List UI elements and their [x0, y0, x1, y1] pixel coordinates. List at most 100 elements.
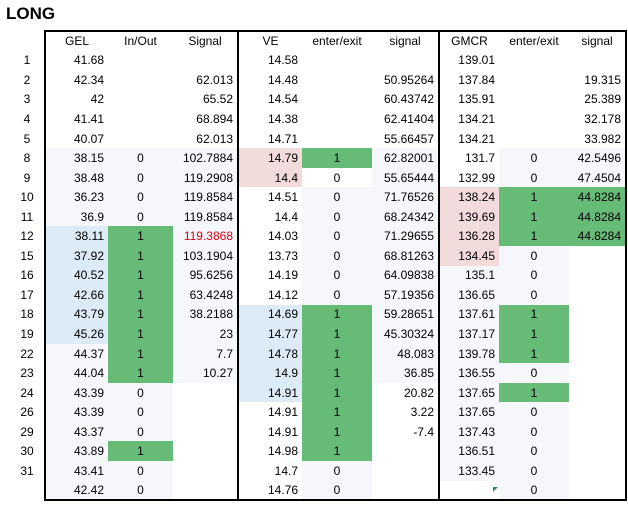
gel-signal-cell[interactable]: 38.2188: [173, 304, 238, 325]
ve-enter-exit-cell[interactable]: 0: [302, 246, 372, 266]
gel-in-out-cell[interactable]: 1: [108, 226, 173, 247]
row-header[interactable]: 19: [20, 326, 34, 341]
row-header[interactable]: 8: [23, 151, 31, 166]
ve-enter-exit-cell[interactable]: 0: [302, 226, 372, 247]
gel-price-cell[interactable]: 41.41: [44, 109, 108, 129]
ve-signal-cell[interactable]: 62.41404: [383, 111, 434, 126]
ve-price-cell[interactable]: 14.58: [237, 50, 302, 71]
gel-price-cell[interactable]: 43.37: [44, 421, 108, 442]
ve-enter-exit-cell[interactable]: 0: [302, 206, 372, 227]
gel-in-out-cell[interactable]: 1: [108, 363, 173, 383]
gmcr-enter-exit-cell[interactable]: 0: [499, 480, 569, 502]
gel-signal-cell[interactable]: [173, 441, 238, 461]
gmcr-signal-cell[interactable]: [569, 246, 627, 266]
row-header[interactable]: 11: [20, 209, 34, 224]
gmcr-price-cell[interactable]: 137.61: [438, 304, 499, 325]
ve-price-cell[interactable]: 14.98: [237, 441, 302, 462]
ve-price-cell[interactable]: 14.91: [237, 402, 302, 422]
ve-enter-exit-cell[interactable]: 0: [302, 187, 372, 207]
gmcr-signal-cell[interactable]: [569, 461, 627, 481]
gel-in-out-cell[interactable]: [108, 51, 173, 71]
gel-in-out-cell[interactable]: 0: [108, 206, 173, 227]
ve-enter-exit-cell[interactable]: [302, 70, 372, 90]
gel-signal-cell[interactable]: 119.2908: [173, 167, 238, 188]
ve-price-cell[interactable]: 14.38: [237, 109, 302, 129]
ve-enter-exit-cell[interactable]: 1: [302, 324, 372, 344]
gmcr-signal-cell[interactable]: 32.178: [569, 109, 627, 129]
gmcr-enter-exit-cell[interactable]: 0: [499, 167, 569, 188]
gmcr-enter-exit-cell[interactable]: 1: [499, 324, 569, 344]
gel-price-cell[interactable]: 45.26: [44, 324, 108, 344]
gmcr-price-cell[interactable]: 134.45: [438, 246, 499, 266]
gmcr-price-cell[interactable]: 134.21: [438, 109, 499, 129]
gel-in-out-cell[interactable]: [108, 70, 173, 90]
row-header[interactable]: 18: [20, 307, 34, 322]
gmcr-enter-exit-cell[interactable]: 0: [499, 148, 569, 168]
row-header[interactable]: 30: [20, 444, 34, 459]
gel-signal-cell[interactable]: 103.1904: [173, 246, 238, 266]
gel-in-out-cell[interactable]: 0: [108, 480, 173, 502]
ve-enter-exit-cell[interactable]: 1: [302, 441, 372, 462]
ve-enter-exit-cell[interactable]: 0: [302, 480, 372, 502]
ve-signal-cell[interactable]: 57.19356: [372, 285, 439, 305]
gel-signal-cell[interactable]: 102.7884: [173, 148, 238, 168]
gel-price-cell[interactable]: 43.79: [44, 304, 108, 325]
gel-price-cell[interactable]: 36.23: [44, 187, 108, 207]
ve-enter-exit-cell[interactable]: 1: [302, 304, 372, 325]
row-header[interactable]: 16: [20, 268, 34, 283]
gel-in-out-cell[interactable]: 0: [108, 402, 173, 422]
gmcr-signal-cell[interactable]: [569, 50, 627, 71]
gel-signal-cell[interactable]: [173, 402, 238, 422]
gel-signal-cell[interactable]: [173, 480, 238, 502]
gel-in-out-cell[interactable]: 1: [108, 343, 173, 364]
ve-signal-cell[interactable]: 3.22: [410, 405, 434, 420]
ve-enter-exit-cell[interactable]: 0: [302, 461, 372, 481]
ve-price-cell[interactable]: 14.69: [237, 304, 302, 325]
row-header[interactable]: [10, 481, 45, 501]
gmcr-signal-cell[interactable]: [569, 441, 627, 462]
ve-price-cell[interactable]: 14.51: [237, 187, 302, 207]
ve-price-cell[interactable]: 14.12: [237, 285, 302, 305]
row-header[interactable]: 23: [20, 366, 34, 381]
row-header[interactable]: 22: [20, 346, 34, 361]
gmcr-signal-cell[interactable]: 33.982: [569, 128, 627, 149]
gmcr-enter-exit-cell[interactable]: 0: [499, 246, 569, 266]
ve-signal-cell[interactable]: 36.85: [372, 363, 439, 383]
gel-in-out-cell[interactable]: 1: [108, 285, 173, 305]
ve-enter-exit-cell[interactable]: 1: [302, 382, 372, 403]
gel-signal-cell[interactable]: 62.013: [196, 72, 233, 87]
row-header[interactable]: 1: [23, 53, 31, 68]
ve-signal-cell[interactable]: [372, 441, 439, 461]
gel-price-cell[interactable]: 42.34: [44, 70, 108, 90]
gel-signal-cell[interactable]: [173, 422, 238, 442]
gmcr-signal-cell[interactable]: [569, 480, 627, 502]
gel-price-cell[interactable]: 38.15: [44, 148, 108, 168]
gmcr-signal-cell[interactable]: 47.4504: [569, 167, 627, 188]
gmcr-signal-cell[interactable]: 25.389: [569, 89, 627, 110]
gel-price-cell[interactable]: 44.37: [44, 343, 108, 364]
ve-enter-exit-cell[interactable]: [302, 109, 372, 129]
gel-price-cell[interactable]: 36.9: [44, 206, 108, 227]
gel-in-out-cell[interactable]: 1: [108, 246, 173, 266]
gel-signal-cell[interactable]: [173, 51, 238, 71]
ve-price-cell[interactable]: 14.4: [237, 206, 302, 227]
ve-price-cell[interactable]: 14.91: [237, 421, 302, 442]
gel-signal-cell[interactable]: [173, 461, 238, 481]
gel-signal-cell[interactable]: 65.52: [202, 92, 233, 107]
gmcr-price-cell[interactable]: 137.65: [438, 382, 499, 403]
ve-signal-cell[interactable]: 62.82001: [372, 148, 439, 168]
row-header[interactable]: 5: [23, 131, 31, 146]
ve-signal-cell[interactable]: 60.43742: [383, 92, 434, 107]
row-header[interactable]: 2: [23, 72, 31, 87]
gmcr-signal-cell[interactable]: [569, 285, 627, 305]
ve-enter-exit-cell[interactable]: 1: [302, 363, 372, 383]
ve-price-cell[interactable]: 14.54: [237, 89, 302, 110]
gel-in-out-cell[interactable]: 1: [108, 324, 173, 344]
gmcr-signal-cell[interactable]: [569, 421, 627, 442]
gmcr-enter-exit-cell[interactable]: [499, 129, 569, 149]
gel-in-out-cell[interactable]: 0: [108, 421, 173, 442]
row-header[interactable]: 10: [20, 190, 34, 205]
ve-price-cell[interactable]: 14.19: [237, 265, 302, 286]
gmcr-signal-cell[interactable]: [569, 324, 627, 344]
gel-price-cell[interactable]: 41.68: [44, 50, 108, 71]
